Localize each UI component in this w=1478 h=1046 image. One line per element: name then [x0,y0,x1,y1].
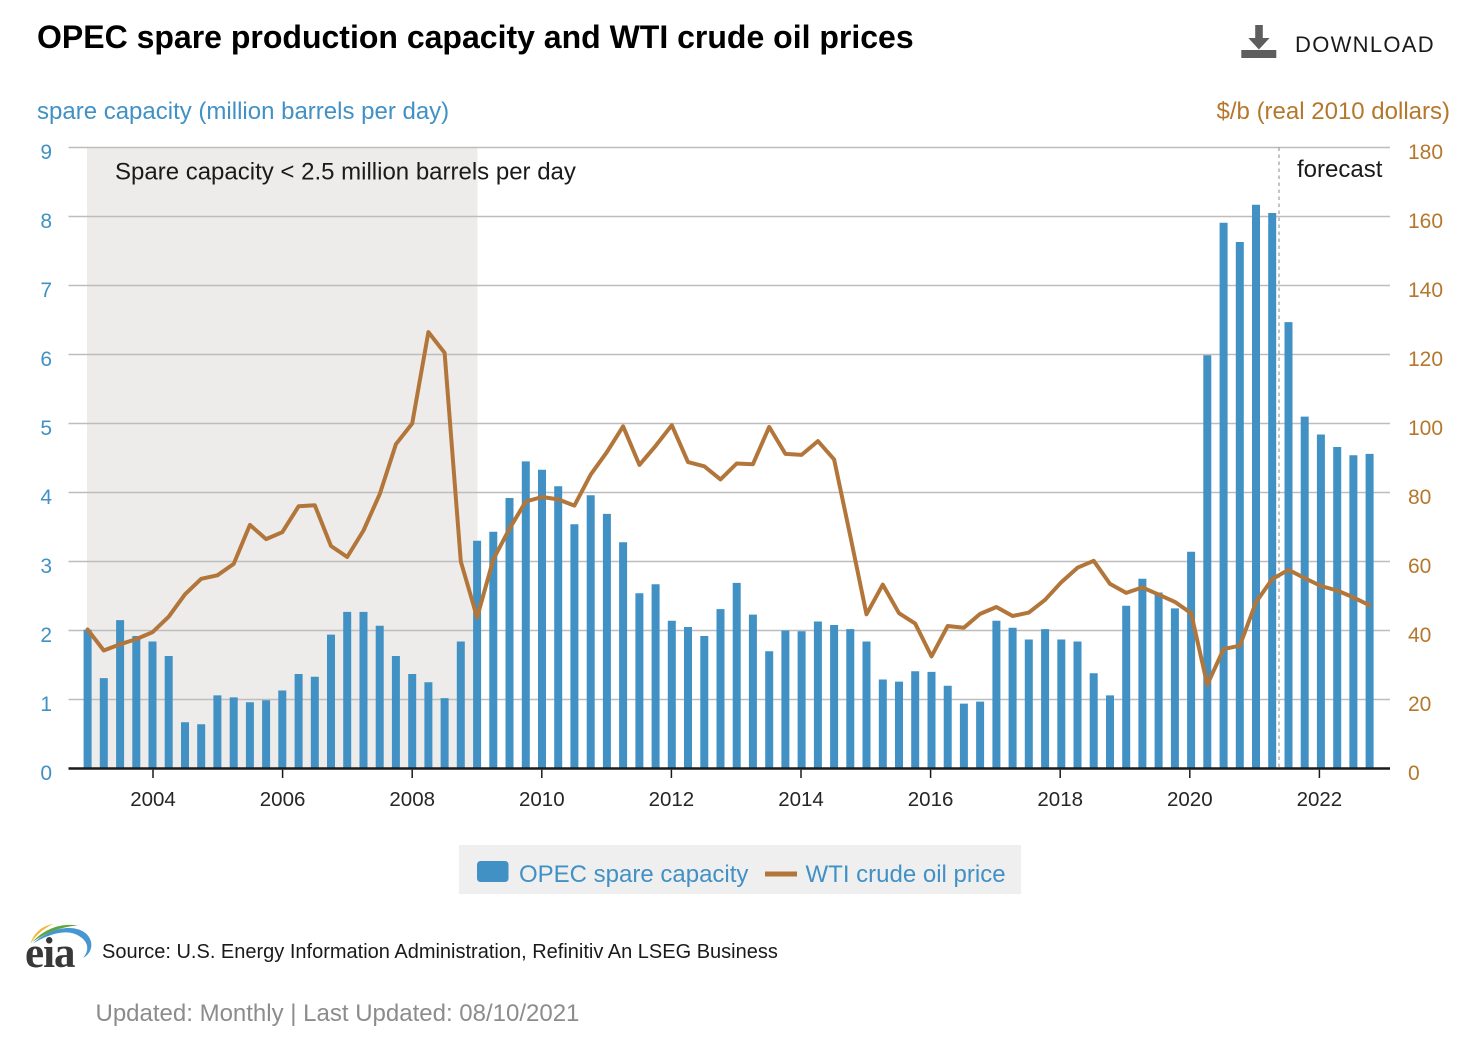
svg-text:40: 40 [1408,624,1431,647]
svg-text:Spare capacity < 2.5 million b: Spare capacity < 2.5 million barrels per… [115,159,576,186]
svg-text:WTI crude oil price: WTI crude oil price [806,861,1006,888]
svg-text:1: 1 [40,693,52,716]
svg-text:2014: 2014 [778,788,824,811]
svg-text:8: 8 [40,210,52,233]
svg-text:OPEC spare capacity: OPEC spare capacity [519,861,748,888]
svg-text:eia: eia [25,930,75,972]
svg-text:20: 20 [1408,693,1431,716]
svg-text:120: 120 [1408,348,1443,371]
svg-text:7: 7 [40,279,52,302]
svg-text:2012: 2012 [649,788,695,811]
svg-text:100: 100 [1408,417,1443,440]
svg-text:2010: 2010 [519,788,565,811]
svg-text:60: 60 [1408,555,1431,578]
svg-text:forecast: forecast [1297,156,1383,183]
svg-text:2004: 2004 [130,788,176,811]
svg-text:6: 6 [40,348,52,371]
svg-text:5: 5 [40,417,52,440]
svg-text:0: 0 [40,762,52,785]
svg-text:80: 80 [1408,486,1431,509]
svg-text:2016: 2016 [908,788,954,811]
svg-text:2018: 2018 [1037,788,1083,811]
svg-text:3: 3 [40,555,52,578]
svg-text:140: 140 [1408,279,1443,302]
svg-text:180: 180 [1408,141,1443,164]
svg-text:2: 2 [40,624,52,647]
svg-text:9: 9 [40,141,52,164]
svg-text:160: 160 [1408,210,1443,233]
svg-text:2022: 2022 [1297,788,1343,811]
svg-text:4: 4 [40,486,52,509]
svg-text:2006: 2006 [260,788,306,811]
svg-text:0: 0 [1408,762,1420,785]
svg-text:2008: 2008 [389,788,435,811]
svg-text:2020: 2020 [1167,788,1213,811]
